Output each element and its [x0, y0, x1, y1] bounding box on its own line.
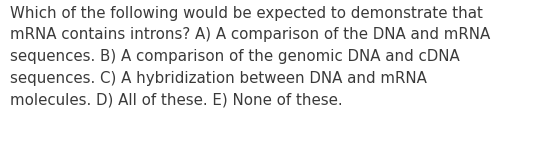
- Text: Which of the following would be expected to demonstrate that
mRNA contains intro: Which of the following would be expected…: [10, 6, 490, 107]
